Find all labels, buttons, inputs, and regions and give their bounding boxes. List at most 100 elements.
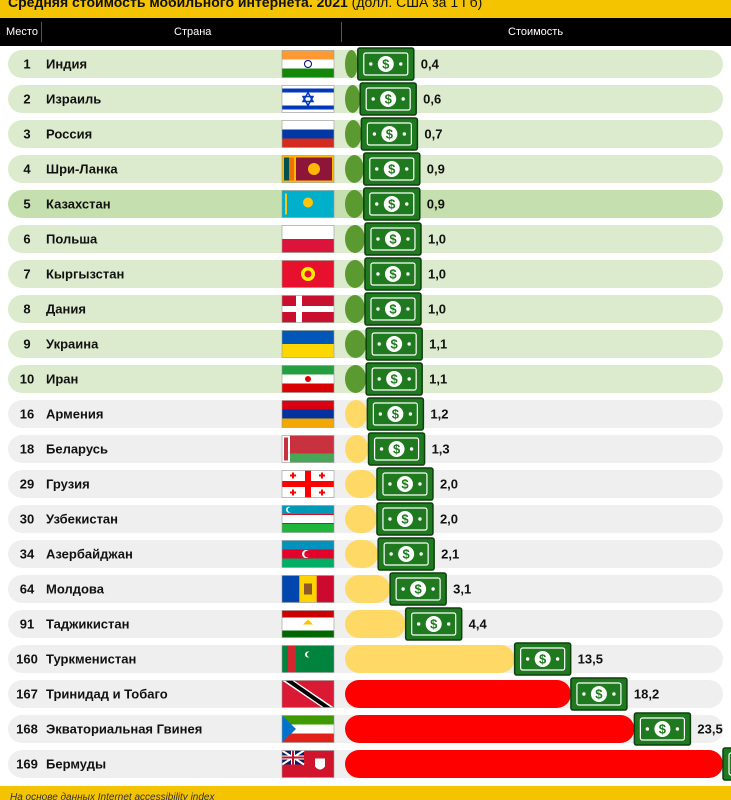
table-row: 30 Узбекистан $2,0 <box>8 502 723 536</box>
flag-border <box>281 645 335 673</box>
flag-border <box>281 680 335 708</box>
flag-stripe <box>282 138 334 148</box>
banknote-dot <box>377 377 381 381</box>
footer: На основе данных Internet accessibility … <box>0 786 731 800</box>
country-label: Россия <box>46 127 92 142</box>
value-label: 0,9 <box>427 162 445 177</box>
flag-turkmenistan <box>281 645 335 673</box>
dollar-sign: $ <box>595 687 603 702</box>
flag-stripe <box>282 383 334 393</box>
rank-label: 169 <box>16 757 38 772</box>
flag-belarus <box>281 435 335 463</box>
table-row: 34 Азербайджан $2,1 <box>8 537 723 571</box>
header-rank: Место <box>6 26 38 38</box>
banknote-border <box>728 752 731 776</box>
bar <box>345 50 358 78</box>
flag-part <box>282 523 334 524</box>
country-label: Узбекистан <box>46 512 118 527</box>
flag-part <box>284 157 289 181</box>
banknote-dot <box>406 307 410 311</box>
banknote-dot <box>525 657 530 661</box>
flag-small-cross <box>321 489 323 496</box>
value-label: 2,0 <box>440 512 458 527</box>
banknote-dot <box>376 272 380 276</box>
flag-kazakhstan <box>281 190 335 218</box>
dollar-sign: $ <box>539 652 547 667</box>
flag-kyrgyzstan <box>281 260 335 288</box>
banknote-dot <box>369 62 373 66</box>
bar <box>345 645 515 673</box>
flag-equatorial-guinea <box>281 715 335 743</box>
banknote-coin <box>386 371 403 387</box>
bar <box>345 575 391 603</box>
flag-border <box>281 575 335 603</box>
table-row: 168 Экваториальная Гвинея $23,5 <box>8 712 723 746</box>
flag-stripe <box>282 239 334 253</box>
table-row: 6 Польша $1,0 <box>8 222 723 256</box>
flag-moldova <box>281 575 335 603</box>
bar <box>345 295 365 323</box>
flag-georgia <box>281 470 335 498</box>
bar <box>345 85 361 113</box>
flag-border <box>281 435 335 463</box>
dollar-sign: $ <box>388 197 396 212</box>
banknote-dot <box>416 622 421 626</box>
chart-rows: 1 Индия $0,4 2 Израиль $0,6 3 Россия $0,7 4 Шри-Ла… <box>8 47 731 781</box>
table-header: Место Страна Стоимость <box>0 18 731 46</box>
dollar-sign: $ <box>391 372 399 387</box>
banknote-border <box>639 717 685 741</box>
title-bar: Средняя стоимость мобильного интернета. … <box>0 0 731 18</box>
bar <box>345 715 635 743</box>
flag-border <box>281 50 335 78</box>
flag-part <box>282 610 334 618</box>
banknote-dot <box>408 412 413 416</box>
value-label: 23,5 <box>697 722 722 737</box>
flag-border <box>281 120 335 148</box>
banknote-coin <box>396 476 413 492</box>
flag-stripe <box>282 724 334 734</box>
banknote-dot <box>401 587 405 591</box>
value-label: 0,9 <box>427 197 445 212</box>
banknote-border <box>366 122 412 146</box>
banknote-dot <box>388 482 392 486</box>
banknote-coin <box>381 126 398 142</box>
flag-border <box>281 295 335 323</box>
dollar-sign: $ <box>393 442 401 457</box>
flag-stripe <box>282 68 334 78</box>
flag-trinidad-and-tobago <box>281 680 335 708</box>
country-label: Армения <box>46 407 103 422</box>
banknote-dot <box>675 727 680 731</box>
chart-title-line: Средняя стоимость мобильного интернета. … <box>8 0 482 10</box>
banknote-coin <box>384 231 401 247</box>
rank-label: 29 <box>20 477 34 492</box>
bar <box>345 400 368 428</box>
dollar-sign: $ <box>391 337 399 352</box>
banknote-dot <box>378 412 383 416</box>
dollar-sign: $ <box>392 407 400 422</box>
flag-border <box>281 470 335 498</box>
banknote-border <box>395 577 441 601</box>
flag-stripe <box>282 418 334 428</box>
table-row: 9 Украина $1,1 <box>8 327 723 361</box>
bar <box>345 120 362 148</box>
rank-label: 6 <box>23 232 30 247</box>
bar <box>345 680 571 708</box>
flag-stripe <box>282 129 334 139</box>
dollar-sign: $ <box>659 722 667 737</box>
country-label: Бермуды <box>46 757 106 772</box>
table-row: 1 Индия $0,4 <box>8 47 723 81</box>
dollar-sign: $ <box>415 582 423 597</box>
banknote-dot <box>612 692 616 696</box>
rank-label: 30 <box>20 512 34 527</box>
table-row: 10 Иран $1,1 <box>8 362 723 396</box>
country-label: Грузия <box>46 477 90 492</box>
flag-border <box>281 225 335 253</box>
banknote-dot <box>376 237 380 241</box>
value-label: 3,1 <box>453 582 471 597</box>
value-label: 1,1 <box>429 337 447 352</box>
table-row: 64 Молдова $3,1 <box>8 572 723 606</box>
banknote-coin <box>387 406 404 422</box>
country-label: Туркменистан <box>46 652 136 667</box>
banknote-dot <box>406 237 410 241</box>
table-row: 8 Дания $1,0 <box>8 292 723 326</box>
